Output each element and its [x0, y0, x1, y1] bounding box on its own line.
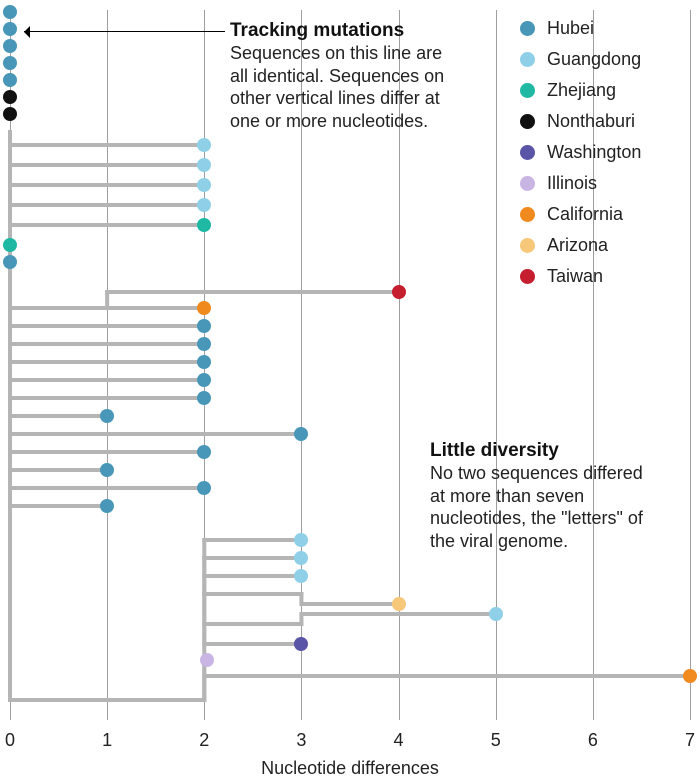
legend-swatch [520, 52, 535, 67]
legend-swatch [520, 114, 535, 129]
annotation-title: Tracking mutations [230, 20, 460, 42]
phylogenetic-chart: 01234567Nucleotide differencesTracking m… [0, 0, 700, 780]
legend-label: Illinois [547, 173, 597, 194]
sequence-point [3, 56, 17, 70]
sequence-point [197, 198, 211, 212]
legend-item: Washington [520, 142, 641, 163]
sequence-point [683, 669, 697, 683]
legend-label: California [547, 204, 623, 225]
sequence-point [294, 551, 308, 565]
sequence-point [197, 373, 211, 387]
legend-item: California [520, 204, 641, 225]
sequence-point [3, 90, 17, 104]
sequence-point [197, 301, 211, 315]
sequence-point [3, 39, 17, 53]
legend-swatch [520, 145, 535, 160]
legend-item: Zhejiang [520, 80, 641, 101]
sequence-point [3, 22, 17, 36]
sequence-point [197, 391, 211, 405]
sequence-point [392, 597, 406, 611]
annotation-body: No two sequences differed at more than s… [430, 462, 660, 552]
sequence-point [3, 238, 17, 252]
sequence-point [294, 569, 308, 583]
legend-item: Hubei [520, 18, 641, 39]
annotation: Little diversityNo two sequences differe… [430, 440, 660, 552]
legend-label: Washington [547, 142, 641, 163]
legend: Hubei Guangdong Zhejiang Nonthaburi Washingt… [520, 18, 641, 297]
sequence-point [100, 499, 114, 513]
sequence-point [3, 107, 17, 121]
legend-swatch [520, 176, 535, 191]
sequence-point [197, 445, 211, 459]
sequence-point [294, 637, 308, 651]
legend-label: Taiwan [547, 266, 603, 287]
sequence-point [197, 218, 211, 232]
sequence-point [3, 73, 17, 87]
annotation-title: Little diversity [430, 440, 660, 462]
legend-item: Nonthaburi [520, 111, 641, 132]
legend-item: Illinois [520, 173, 641, 194]
legend-label: Zhejiang [547, 80, 616, 101]
sequence-point [200, 653, 214, 667]
sequence-point [100, 463, 114, 477]
legend-item: Guangdong [520, 49, 641, 70]
legend-swatch [520, 21, 535, 36]
sequence-point [197, 178, 211, 192]
sequence-point [294, 427, 308, 441]
legend-swatch [520, 238, 535, 253]
legend-label: Nonthaburi [547, 111, 635, 132]
annotation-body: Sequences on this line are all identical… [230, 42, 460, 132]
legend-swatch [520, 207, 535, 222]
legend-label: Arizona [547, 235, 608, 256]
sequence-point [197, 158, 211, 172]
sequence-point [3, 255, 17, 269]
legend-swatch [520, 269, 535, 284]
sequence-point [100, 409, 114, 423]
legend-item: Taiwan [520, 266, 641, 287]
legend-swatch [520, 83, 535, 98]
sequence-point [197, 337, 211, 351]
sequence-point [197, 481, 211, 495]
legend-item: Arizona [520, 235, 641, 256]
sequence-point [197, 355, 211, 369]
annotation: Tracking mutationsSequences on this line… [230, 20, 460, 132]
legend-label: Hubei [547, 18, 594, 39]
sequence-point [294, 533, 308, 547]
arrow-icon [24, 31, 225, 32]
legend-label: Guangdong [547, 49, 641, 70]
sequence-point [392, 285, 406, 299]
sequence-point [3, 5, 17, 19]
sequence-point [197, 319, 211, 333]
sequence-point [489, 607, 503, 621]
sequence-point [197, 138, 211, 152]
